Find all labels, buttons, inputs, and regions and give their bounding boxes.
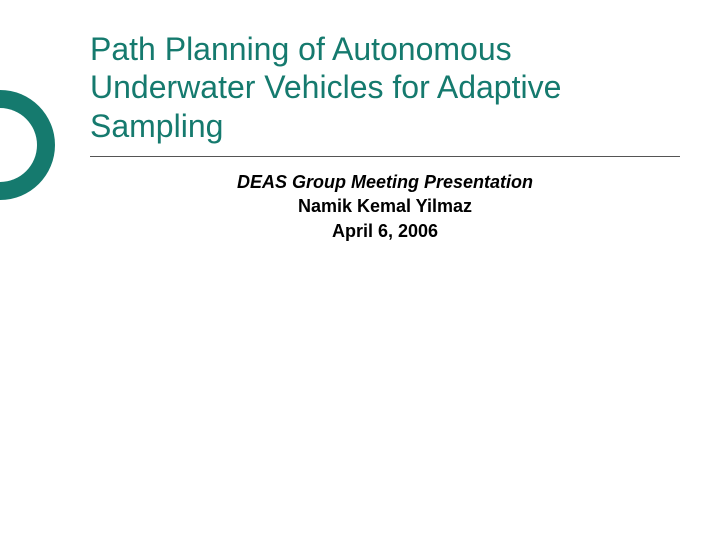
ring-decoration xyxy=(0,90,55,200)
title-divider xyxy=(90,156,680,157)
slide-title: Path Planning of Autonomous Underwater V… xyxy=(90,30,680,145)
subtitle-block: DEAS Group Meeting Presentation Namik Ke… xyxy=(90,170,680,243)
subtitle-group: DEAS Group Meeting Presentation xyxy=(90,170,680,194)
slide-container: Path Planning of Autonomous Underwater V… xyxy=(0,0,720,540)
subtitle-date: April 6, 2006 xyxy=(90,219,680,243)
subtitle-author: Namik Kemal Yilmaz xyxy=(90,194,680,218)
